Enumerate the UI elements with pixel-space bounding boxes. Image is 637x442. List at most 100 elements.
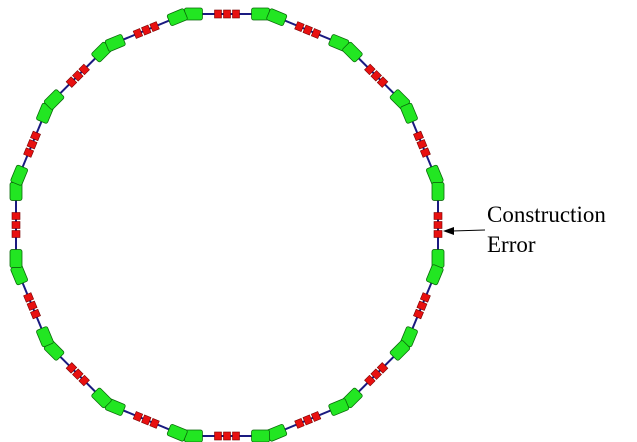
quadrupole xyxy=(433,230,443,238)
dipole-body xyxy=(251,429,270,442)
quadrupole-body xyxy=(433,212,443,220)
quadrupole xyxy=(370,368,382,380)
quadrupole-body xyxy=(310,411,322,422)
quadrupole xyxy=(433,212,443,220)
quadrupole-body xyxy=(232,9,240,19)
quadrupole xyxy=(376,362,389,374)
quadrupole xyxy=(72,368,84,380)
quadrupole xyxy=(26,300,38,311)
quadrupole xyxy=(78,374,90,387)
dipole xyxy=(426,264,444,286)
quadrupole-body xyxy=(78,374,90,387)
quadrupole xyxy=(132,28,144,39)
quadrupole xyxy=(30,308,41,320)
quadrupole-body xyxy=(78,63,90,76)
quadrupole-body xyxy=(72,368,84,380)
quadrupole xyxy=(416,300,428,311)
dipole xyxy=(328,398,350,416)
dipole-body xyxy=(389,340,411,361)
dipole-body xyxy=(9,249,23,268)
dipole xyxy=(10,164,28,186)
quadrupole-body xyxy=(214,431,222,441)
quadrupole xyxy=(11,230,21,238)
quadrupole-body xyxy=(294,417,305,429)
dipole-body xyxy=(91,387,112,409)
quadrupole-body xyxy=(302,414,313,426)
quadrupole-body xyxy=(30,308,41,320)
quadrupole xyxy=(419,292,431,303)
quadrupole-body xyxy=(364,374,376,387)
dipole xyxy=(104,34,126,52)
quadrupole-body xyxy=(232,431,240,441)
quadrupole xyxy=(302,24,313,36)
dipole xyxy=(389,340,411,361)
quadrupole xyxy=(433,221,443,229)
quadrupole-body xyxy=(376,362,389,374)
quadrupole-body xyxy=(141,24,152,36)
dipole-body xyxy=(10,164,28,186)
quadrupole xyxy=(132,411,144,422)
dipole-body xyxy=(328,398,350,416)
dipole xyxy=(342,41,363,63)
quadrupole xyxy=(364,63,376,76)
dipole-body xyxy=(36,326,54,348)
quadrupole-body xyxy=(141,414,152,426)
dipole-body xyxy=(342,41,363,63)
quadrupole-body xyxy=(11,221,21,229)
quadrupole xyxy=(364,374,376,387)
quadrupole xyxy=(294,21,305,33)
quadrupole-body xyxy=(370,70,382,82)
dipole xyxy=(43,89,65,110)
quadrupole-body xyxy=(294,21,305,33)
dipole-body xyxy=(266,8,288,26)
quadrupole-body xyxy=(132,411,144,422)
quadrupole xyxy=(141,414,152,426)
quadrupole xyxy=(214,431,222,441)
quadrupole xyxy=(26,139,38,150)
quadrupole xyxy=(149,21,160,33)
quadrupole-body xyxy=(23,147,35,158)
quadrupole-body xyxy=(214,9,222,19)
quadrupole-body xyxy=(302,24,313,36)
quadrupole xyxy=(214,9,222,19)
quadrupole-body xyxy=(72,70,84,82)
quadrupole-body xyxy=(65,362,78,374)
dipole xyxy=(36,326,54,348)
quadrupole-body xyxy=(364,63,376,76)
quadrupole-body xyxy=(413,308,424,320)
quadrupole-body xyxy=(419,292,431,303)
quadrupole xyxy=(78,63,90,76)
quadrupole xyxy=(223,431,231,441)
quadrupole xyxy=(223,9,231,19)
dipole xyxy=(166,424,188,442)
quadrupole-body xyxy=(26,300,38,311)
quadrupole-body xyxy=(65,76,78,88)
quadrupole xyxy=(11,221,21,229)
quadrupole xyxy=(416,139,428,150)
quadrupole-body xyxy=(26,139,38,150)
dipole-body xyxy=(166,424,188,442)
quadrupole xyxy=(149,417,160,429)
annotation-line: Error xyxy=(487,232,536,257)
quadrupole-body xyxy=(223,9,231,19)
dipole-body xyxy=(166,8,188,26)
quadrupole xyxy=(141,24,152,36)
quadrupole xyxy=(65,362,78,374)
dipole xyxy=(266,8,288,26)
dipole xyxy=(9,249,23,268)
quadrupole xyxy=(65,76,78,88)
arrow-head xyxy=(443,227,454,235)
quadrupole-body xyxy=(416,300,428,311)
dipole xyxy=(431,182,445,201)
quadrupole-body xyxy=(376,76,389,88)
quadrupole-body xyxy=(416,139,428,150)
quadrupole xyxy=(23,147,35,158)
quadrupole xyxy=(232,431,240,441)
quadrupole xyxy=(370,70,382,82)
quadrupole-body xyxy=(132,28,144,39)
quadrupole-body xyxy=(149,417,160,429)
dipole xyxy=(400,102,418,124)
quadrupole xyxy=(376,76,389,88)
ring xyxy=(9,7,445,442)
